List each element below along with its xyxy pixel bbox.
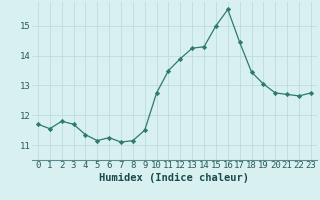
X-axis label: Humidex (Indice chaleur): Humidex (Indice chaleur) <box>100 173 249 183</box>
